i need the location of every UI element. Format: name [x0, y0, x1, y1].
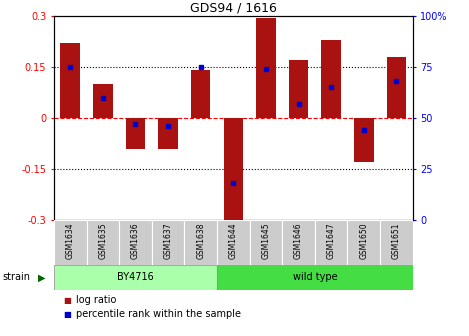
- Bar: [152, 220, 184, 265]
- Bar: [184, 220, 217, 265]
- Bar: [217, 265, 413, 290]
- Bar: [250, 220, 282, 265]
- Bar: [159, 118, 178, 149]
- Text: GSM1645: GSM1645: [261, 222, 271, 259]
- Text: GSM1637: GSM1637: [164, 222, 173, 259]
- Bar: [87, 220, 119, 265]
- Text: percentile rank within the sample: percentile rank within the sample: [76, 309, 242, 319]
- Bar: [54, 265, 217, 290]
- Bar: [282, 220, 315, 265]
- Text: GSM1647: GSM1647: [327, 222, 336, 259]
- Text: GSM1650: GSM1650: [359, 222, 368, 259]
- Text: BY4716: BY4716: [117, 272, 154, 283]
- Text: GDS94 / 1616: GDS94 / 1616: [190, 1, 277, 14]
- Text: GSM1644: GSM1644: [229, 222, 238, 259]
- Text: GSM1635: GSM1635: [98, 222, 107, 259]
- Text: GSM1634: GSM1634: [66, 222, 75, 259]
- Bar: [289, 60, 308, 118]
- Text: ▶: ▶: [38, 272, 46, 283]
- Text: ■: ■: [63, 295, 71, 304]
- Bar: [93, 84, 113, 118]
- Text: log ratio: log ratio: [76, 295, 117, 305]
- Text: GSM1636: GSM1636: [131, 222, 140, 259]
- Bar: [386, 57, 406, 118]
- Bar: [61, 43, 80, 118]
- Text: strain: strain: [2, 272, 30, 283]
- Bar: [224, 118, 243, 220]
- Text: ■: ■: [63, 309, 71, 319]
- Bar: [126, 118, 145, 149]
- Text: GSM1651: GSM1651: [392, 222, 401, 259]
- Text: GSM1646: GSM1646: [294, 222, 303, 259]
- Bar: [315, 220, 348, 265]
- Text: GSM1638: GSM1638: [196, 222, 205, 259]
- Text: wild type: wild type: [293, 272, 337, 283]
- Bar: [217, 220, 250, 265]
- Bar: [191, 71, 211, 118]
- Bar: [54, 220, 87, 265]
- Bar: [119, 220, 152, 265]
- Bar: [354, 118, 374, 162]
- Bar: [321, 40, 341, 118]
- Bar: [256, 18, 276, 118]
- Bar: [380, 220, 413, 265]
- Bar: [348, 220, 380, 265]
